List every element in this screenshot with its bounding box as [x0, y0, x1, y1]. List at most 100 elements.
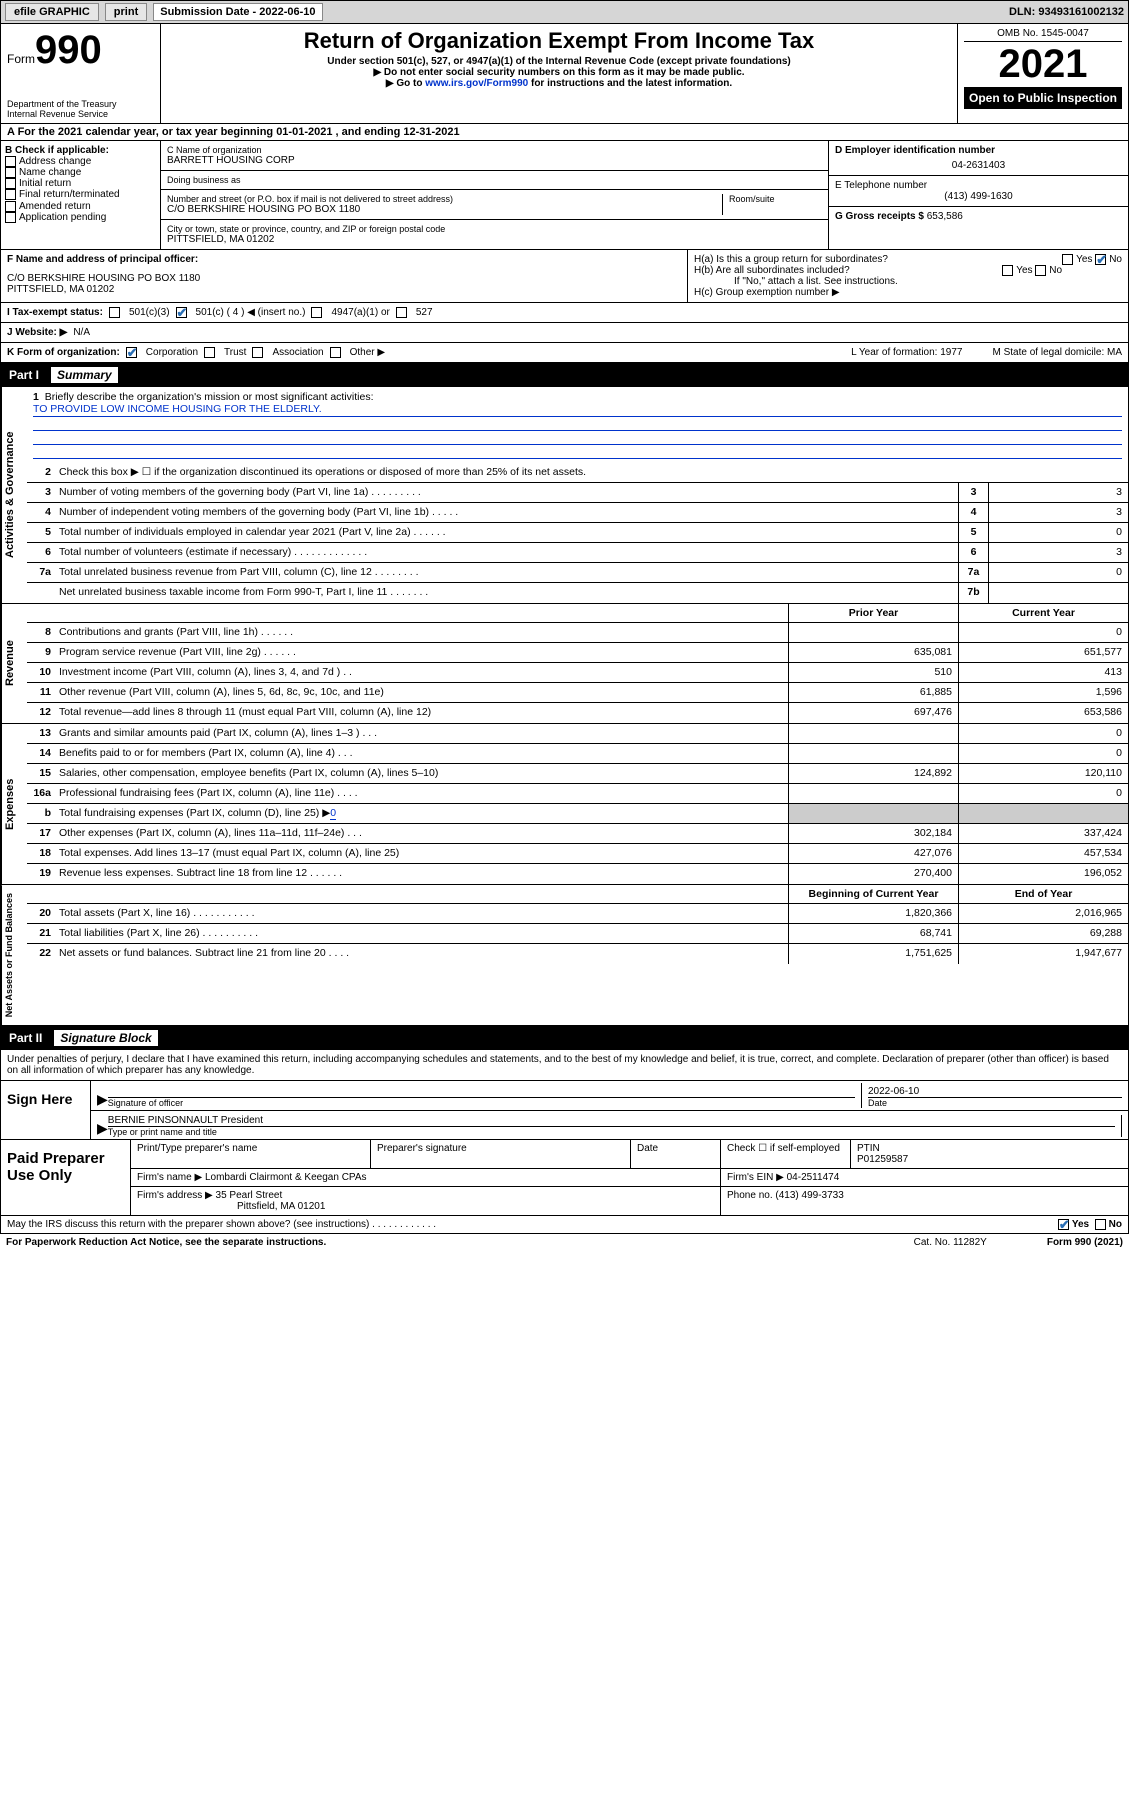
- l13-p: [788, 724, 958, 743]
- l11-text: Other revenue (Part VIII, column (A), li…: [55, 683, 788, 702]
- l11-c: 1,596: [958, 683, 1128, 702]
- l11-p: 61,885: [788, 683, 958, 702]
- l8-p: [788, 623, 958, 642]
- row-i: I Tax-exempt status: 501(c)(3) 501(c) ( …: [0, 303, 1129, 323]
- instructions-link[interactable]: www.irs.gov/Form990: [425, 78, 528, 89]
- chk-name-change[interactable]: [5, 167, 16, 178]
- l6-val: 3: [988, 543, 1128, 562]
- l2-text: Check this box ▶ ☐ if the organization d…: [55, 463, 1128, 482]
- chk-address-change[interactable]: [5, 156, 16, 167]
- omb-number: OMB No. 1545-0047: [964, 28, 1122, 42]
- l21-text: Total liabilities (Part X, line 26) . . …: [55, 924, 788, 943]
- sig-date-label: Date: [868, 1097, 1122, 1108]
- l16b-c: [958, 804, 1128, 823]
- chk-501c3[interactable]: [109, 307, 120, 318]
- chk-amended[interactable]: [5, 201, 16, 212]
- section-expenses: Expenses 13Grants and similar amounts pa…: [0, 724, 1129, 885]
- ha-no: No: [1109, 254, 1122, 265]
- c-name-label: C Name of organization: [167, 145, 822, 155]
- discuss-yes: Yes: [1072, 1219, 1089, 1230]
- l22-text: Net assets or fund balances. Subtract li…: [55, 944, 788, 964]
- firm-name: Lombardi Clairmont & Keegan CPAs: [205, 1172, 367, 1183]
- bottom-note: For Paperwork Reduction Act Notice, see …: [0, 1234, 1129, 1251]
- l7a-val: 0: [988, 563, 1128, 582]
- l13-c: 0: [958, 724, 1128, 743]
- l3-text: Number of voting members of the governin…: [55, 483, 958, 502]
- addr-label: Number and street (or P.O. box if mail i…: [167, 194, 722, 204]
- l9-p: 635,081: [788, 643, 958, 662]
- website-value: N/A: [73, 327, 90, 338]
- ptin-val: P01259587: [857, 1154, 908, 1165]
- vtab-expenses: Expenses: [1, 724, 27, 884]
- l9-c: 651,577: [958, 643, 1128, 662]
- block-h: H(a) Is this a group return for subordin…: [688, 250, 1128, 302]
- h-a: H(a) Is this a group return for subordin…: [694, 254, 888, 265]
- discuss-text: May the IRS discuss this return with the…: [7, 1219, 436, 1230]
- prep-sig-hdr: Preparer's signature: [371, 1140, 631, 1168]
- city-label: City or town, state or province, country…: [167, 224, 445, 234]
- l18-text: Total expenses. Add lines 13–17 (must eq…: [55, 844, 788, 863]
- pra-notice: For Paperwork Reduction Act Notice, see …: [6, 1237, 326, 1248]
- chk-527[interactable]: [396, 307, 407, 318]
- chk-4947[interactable]: [311, 307, 322, 318]
- part1-header: Part I Summary: [0, 363, 1129, 387]
- officer-name: BERNIE PINSONNAULT President: [108, 1115, 1115, 1126]
- chk-discuss-yes[interactable]: [1058, 1219, 1069, 1230]
- l16b-text: Total fundraising expenses (Part IX, col…: [55, 804, 788, 823]
- vtab-netassets: Net Assets or Fund Balances: [1, 885, 27, 1025]
- chk-other[interactable]: [330, 347, 341, 358]
- j-label: J Website: ▶: [7, 327, 67, 338]
- firm-phone: (413) 499-3733: [775, 1190, 843, 1201]
- gross-label: G Gross receipts $: [835, 211, 927, 222]
- chk-hb-yes[interactable]: [1002, 265, 1013, 276]
- block-bcd: B Check if applicable: Address change Na…: [0, 141, 1129, 250]
- line-1: 1 Briefly describe the organization's mi…: [27, 387, 1128, 463]
- arrow-icon-2: ▶: [97, 1120, 108, 1137]
- l14-p: [788, 744, 958, 763]
- form-ref: Form 990 (2021): [1047, 1237, 1123, 1248]
- year-cell: OMB No. 1545-0047 2021 Open to Public In…: [958, 24, 1128, 123]
- b-item-5: Application pending: [19, 212, 106, 223]
- chk-discuss-no[interactable]: [1095, 1219, 1106, 1230]
- chk-pending[interactable]: [5, 212, 16, 223]
- subtitle-1: Under section 501(c), 527, or 4947(a)(1)…: [167, 56, 951, 67]
- l20-text: Total assets (Part X, line 16) . . . . .…: [55, 904, 788, 923]
- tax-year: 2021: [964, 42, 1122, 87]
- chk-corp[interactable]: [126, 347, 137, 358]
- mission-blank-3: [33, 445, 1122, 459]
- submission-date: Submission Date - 2022-06-10: [153, 3, 322, 21]
- sig-date: 2022-06-10: [868, 1086, 1122, 1097]
- form-number-cell: Form990 Department of the Treasury Inter…: [1, 24, 161, 123]
- dba-label: Doing business as: [167, 175, 241, 185]
- f-line1: C/O BERKSHIRE HOUSING PO BOX 1180: [7, 273, 681, 284]
- paid-label: Paid Preparer Use Only: [1, 1140, 131, 1215]
- hb-yes: Yes: [1016, 265, 1032, 276]
- discuss-row: May the IRS discuss this return with the…: [0, 1216, 1129, 1234]
- l9-text: Program service revenue (Part VIII, line…: [55, 643, 788, 662]
- chk-ha-no[interactable]: [1095, 254, 1106, 265]
- chk-ha-yes[interactable]: [1062, 254, 1073, 265]
- period-row: A For the 2021 calendar year, or tax yea…: [0, 124, 1129, 141]
- l19-c: 196,052: [958, 864, 1128, 884]
- l12-text: Total revenue—add lines 8 through 11 (mu…: [55, 703, 788, 723]
- l16a-p: [788, 784, 958, 803]
- k-label: K Form of organization:: [7, 347, 120, 358]
- chk-trust[interactable]: [204, 347, 215, 358]
- chk-assoc[interactable]: [252, 347, 263, 358]
- print-button[interactable]: print: [105, 3, 147, 21]
- l21-c: 69,288: [958, 924, 1128, 943]
- chk-hb-no[interactable]: [1035, 265, 1046, 276]
- k-o1: Corporation: [146, 347, 198, 358]
- chk-final[interactable]: [5, 189, 16, 200]
- chk-501c[interactable]: [176, 307, 187, 318]
- firm-addr-label: Firm's address ▶: [137, 1190, 213, 1201]
- part2-label: Part II: [9, 1031, 42, 1045]
- prep-self-hdr: Check ☐ if self-employed: [721, 1140, 851, 1168]
- sig-officer-label: Signature of officer: [108, 1097, 855, 1108]
- l8-text: Contributions and grants (Part VIII, lin…: [55, 623, 788, 642]
- b-item-2: Initial return: [19, 178, 71, 189]
- efile-button[interactable]: efile GRAPHIC: [5, 3, 99, 21]
- l14-text: Benefits paid to or for members (Part IX…: [55, 744, 788, 763]
- block-f: F Name and address of principal officer:…: [1, 250, 688, 302]
- chk-initial[interactable]: [5, 178, 16, 189]
